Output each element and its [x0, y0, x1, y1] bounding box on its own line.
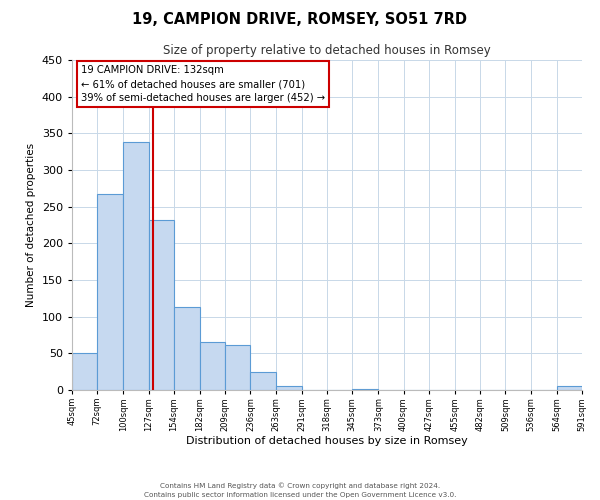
Y-axis label: Number of detached properties: Number of detached properties: [26, 143, 36, 307]
Bar: [97, 194, 124, 390]
Bar: [225, 344, 250, 390]
Bar: [275, 386, 302, 390]
Text: 19 CAMPION DRIVE: 132sqm
← 61% of detached houses are smaller (701)
39% of semi-: 19 CAMPION DRIVE: 132sqm ← 61% of detach…: [82, 65, 325, 103]
Bar: [72, 354, 97, 390]
Bar: [124, 142, 149, 390]
Text: Contains HM Land Registry data © Crown copyright and database right 2024.
Contai: Contains HM Land Registry data © Crown c…: [144, 482, 456, 498]
Bar: [149, 220, 174, 390]
Text: 19, CAMPION DRIVE, ROMSEY, SO51 7RD: 19, CAMPION DRIVE, ROMSEY, SO51 7RD: [133, 12, 467, 28]
Bar: [174, 307, 200, 390]
Bar: [557, 386, 582, 390]
Bar: [250, 372, 275, 390]
Title: Size of property relative to detached houses in Romsey: Size of property relative to detached ho…: [163, 44, 491, 58]
X-axis label: Distribution of detached houses by size in Romsey: Distribution of detached houses by size …: [186, 436, 468, 446]
Bar: [200, 342, 225, 390]
Bar: [352, 388, 379, 390]
